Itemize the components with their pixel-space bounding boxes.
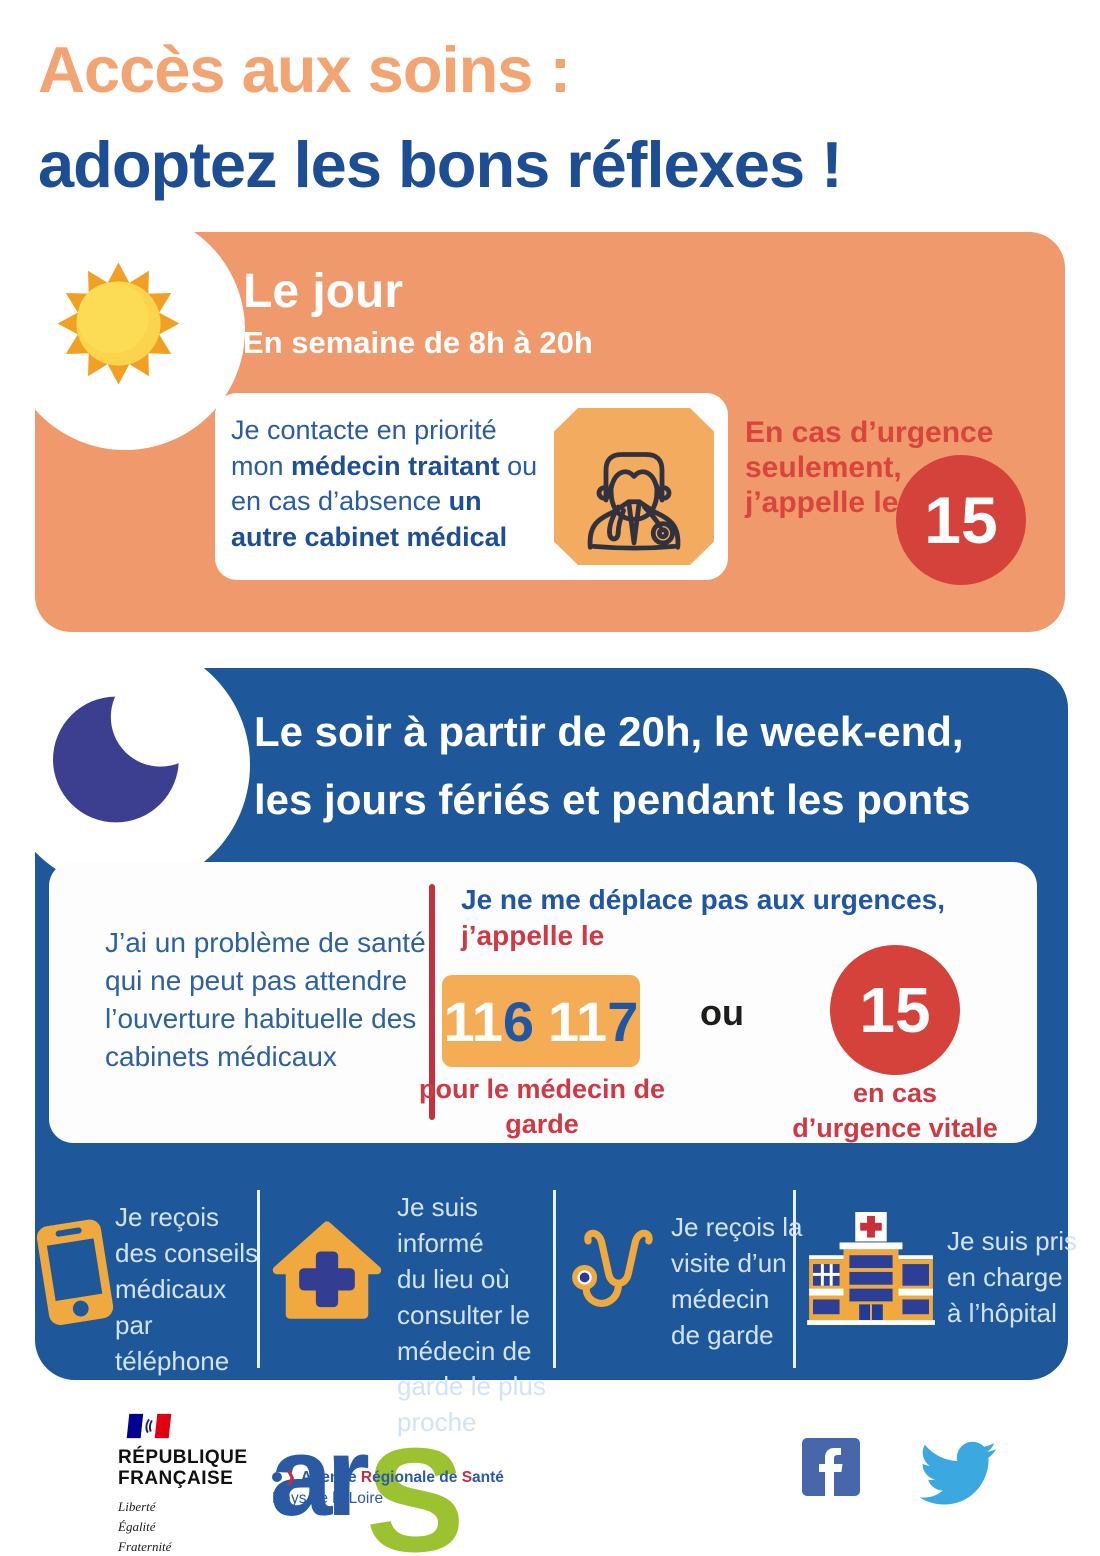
ars-bullet-icon bbox=[272, 1472, 282, 1482]
ars-subtitle: ❱ Agence Régionale de Santé Pays de la Lo… bbox=[272, 1468, 504, 1508]
ars-wordmark-ar: ar bbox=[270, 1414, 370, 1539]
advice-bold-cabinet-medical: un autre cabinet médical bbox=[231, 486, 508, 552]
hotline-digits: 6 bbox=[502, 989, 534, 1053]
advice-part: Je contacte en priorité mon bbox=[231, 415, 497, 481]
ars-agency-part: Agence bbox=[300, 1469, 361, 1486]
ars-logo: arS ❱ Agence Régionale de Santé Pays de l… bbox=[270, 1398, 504, 1556]
hotline-digits: 7 bbox=[607, 989, 639, 1053]
service-text-hospital: Je suis pris en charge à l’hôpital bbox=[947, 1226, 1078, 1328]
doctor-icon bbox=[587, 452, 681, 551]
ars-agency-name: ❱ Agence Régionale de Santé bbox=[272, 1468, 504, 1487]
ars-agency-part: anté bbox=[472, 1469, 504, 1486]
emergency-number-15-badge-night: 15 bbox=[830, 945, 960, 1075]
night-card: J’ai un problème de santé qui ne peut pa… bbox=[49, 862, 1037, 1143]
health-problem-text: J’ai un problème de santé qui ne peut pa… bbox=[105, 927, 426, 1073]
republique-francaise-logo: RÉPUBLIQUE FRANÇAISE Liberté Égalité Fra… bbox=[118, 1412, 248, 1556]
day-heading-block: Le jour En semaine de 8h à 20h bbox=[243, 265, 593, 361]
advice-part: ou en cas d’absence bbox=[231, 450, 538, 517]
or-text: ou bbox=[700, 992, 744, 1033]
republique-motto: Liberté Égalité Fraternité bbox=[118, 1499, 172, 1555]
ars-crescent-icon: ❱ bbox=[284, 1469, 297, 1486]
smartphone-icon bbox=[36, 1219, 114, 1325]
services-divider bbox=[257, 1190, 260, 1368]
emergency-label: en cas d’urgence vitale bbox=[792, 1078, 998, 1144]
day-advice-card: Je contacte en priorité mon médecin trai… bbox=[215, 393, 728, 580]
hotline-label: pour le médecin de garde bbox=[418, 1074, 666, 1140]
day-subheading: En semaine de 8h à 20h bbox=[243, 324, 593, 360]
house-cross-icon bbox=[272, 1221, 382, 1319]
services-divider bbox=[793, 1190, 796, 1368]
day-section: Le jour En semaine de 8h à 20h Je contac… bbox=[5, 210, 1065, 632]
day-heading: Le jour bbox=[243, 265, 404, 318]
stethoscope-icon bbox=[572, 1229, 653, 1307]
republique-name: RÉPUBLIQUE FRANÇAISE bbox=[118, 1447, 248, 1489]
day-advice-text: Je contacte en priorité mon médecin trai… bbox=[231, 413, 549, 556]
hospital-icon bbox=[807, 1212, 935, 1325]
ars-region: Pays de la Loire bbox=[272, 1490, 384, 1507]
night-heading: Le soir à partir de 20h, le week-end, le… bbox=[254, 708, 971, 824]
emergency-number-15-badge: 15 bbox=[896, 455, 1026, 585]
hotline-digits: 11 bbox=[443, 989, 503, 1053]
ars-wordmark: arS bbox=[270, 1398, 490, 1556]
page-title: Accès aux soins : adoptez les bons réfle… bbox=[38, 22, 843, 212]
day-emergency-note: En cas d’urgence seulement, j’appelle le bbox=[745, 416, 994, 519]
service-text-location: Je suis informé du lieu où consulter le … bbox=[397, 1192, 546, 1438]
hotline-digits: 11 bbox=[548, 989, 608, 1053]
service-text-visit: Je reçois la visite d’un médecin de gard… bbox=[671, 1212, 803, 1350]
ars-agency-part: égionale de bbox=[372, 1469, 462, 1486]
advice-bold-medecin-traitant: médecin traitant bbox=[291, 450, 500, 481]
moon-icon bbox=[53, 668, 195, 823]
doctor-badge bbox=[554, 408, 714, 565]
title-line2: adoptez les bons réflexes ! bbox=[38, 128, 843, 201]
call-heading-blue: Je ne me déplace pas aux urgences, bbox=[461, 884, 946, 915]
emergency-number-15: 15 bbox=[924, 483, 998, 557]
sun-icon bbox=[57, 262, 180, 385]
title-line1: Accès aux soins : bbox=[38, 33, 571, 106]
ars-agency-part: S bbox=[461, 1469, 473, 1486]
service-text-phone: Je reçois des conseils médicaux par télé… bbox=[115, 1202, 259, 1376]
red-divider bbox=[429, 884, 435, 1120]
emergency-number-15-night: 15 bbox=[859, 974, 931, 1046]
ars-agency-part: R bbox=[360, 1469, 373, 1486]
facebook-icon[interactable] bbox=[802, 1438, 860, 1496]
twitter-icon[interactable] bbox=[919, 1441, 997, 1505]
call-heading-red: j’appelle le bbox=[461, 920, 605, 951]
hotline-116117-badge: 11 6 11 7 bbox=[442, 975, 640, 1067]
french-flag-icon bbox=[126, 1413, 172, 1439]
services-divider bbox=[553, 1190, 556, 1368]
ars-wordmark-s: S bbox=[365, 1418, 465, 1556]
night-section: Le soir à partir de 20h, le week-end, le… bbox=[0, 640, 1077, 1437]
